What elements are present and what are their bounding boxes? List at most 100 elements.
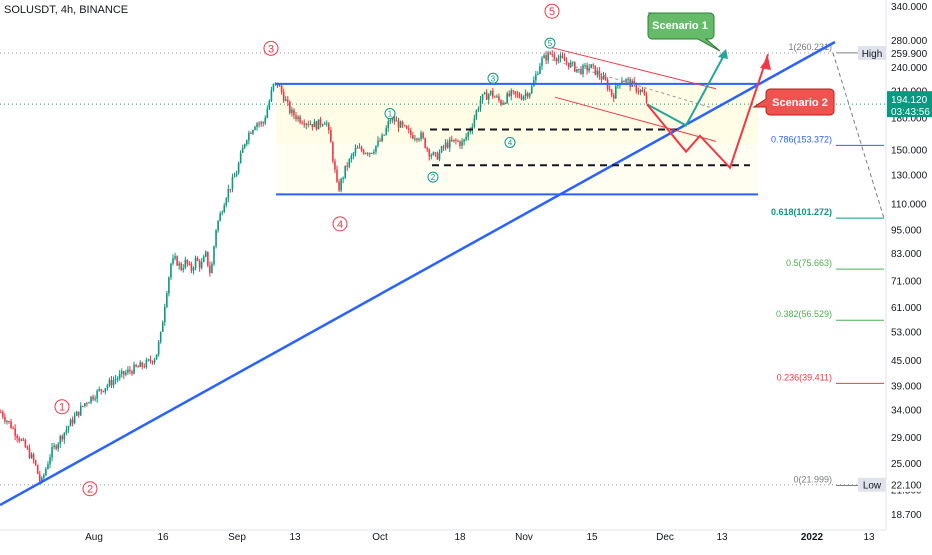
fib-level-label: 0.786(153.372) (771, 134, 832, 144)
candle-body (20, 439, 23, 441)
candle-body (496, 96, 498, 98)
candle-body (442, 146, 445, 148)
candle-body (389, 119, 392, 122)
candle-body (90, 396, 92, 403)
candle-body (114, 379, 117, 381)
candle-body (412, 135, 414, 139)
candle-body (176, 256, 178, 266)
candle-body (200, 261, 203, 268)
candle-body (59, 435, 62, 444)
y-tick-label: 340.000 (891, 2, 928, 13)
candle-body (248, 132, 250, 141)
candle-body (574, 62, 576, 72)
wave-label-text: 2 (87, 484, 93, 496)
candle-body (500, 100, 502, 105)
candle-body (34, 460, 37, 465)
candle-body (522, 96, 525, 100)
candle-body (149, 359, 152, 362)
candle-body (512, 90, 515, 92)
candle-body (272, 83, 275, 90)
current-price-tag-bg (887, 91, 932, 118)
x-tick-label: Nov (515, 532, 533, 543)
candle-body (305, 123, 308, 126)
candle-body (57, 443, 59, 449)
candle-body (381, 135, 383, 142)
candle-body (438, 152, 441, 160)
candle-body (315, 121, 318, 130)
candle-body (494, 96, 496, 98)
candle-body (535, 74, 537, 81)
candle-body (451, 139, 453, 142)
candle-body (98, 389, 100, 391)
y-tick-label: 34.000 (891, 405, 922, 416)
candle-body (481, 94, 484, 101)
candle-body (434, 152, 437, 154)
candle-body (537, 73, 539, 75)
candle-body (498, 96, 500, 101)
fib-level-label: 0.382(56.529) (776, 309, 832, 319)
candle-body (637, 91, 640, 93)
candle-body (344, 165, 346, 178)
candle-body (625, 79, 627, 82)
candle-body (467, 132, 469, 137)
candle-body (10, 421, 12, 429)
candle-body (549, 52, 551, 54)
candle-body (147, 359, 150, 361)
candle-body (231, 177, 234, 189)
candle-body (543, 55, 545, 59)
candle-body (469, 130, 472, 133)
candle-body (313, 121, 316, 128)
candle-body (256, 123, 258, 128)
wave-label-text: 1 (59, 402, 65, 414)
candle-body (489, 90, 492, 95)
candle-body (278, 85, 281, 87)
candle-body (289, 101, 291, 113)
wave-label-text: 1 (388, 110, 393, 119)
candle-body (168, 277, 170, 294)
candle-body (71, 419, 74, 424)
candle-body (403, 125, 406, 127)
fib-level-label: 1(260.231) (788, 42, 832, 52)
candle-body (350, 155, 353, 160)
candle-body (526, 93, 529, 97)
candle-body (362, 150, 365, 154)
candle-body (358, 147, 361, 149)
candle-body (102, 390, 105, 392)
candle-body (510, 90, 513, 97)
candle-body (541, 58, 543, 66)
candle-body (383, 134, 385, 136)
candle-body (457, 140, 459, 142)
candle-body (86, 403, 88, 405)
wave-label-text: 5 (548, 39, 553, 48)
candle-body (590, 64, 592, 69)
candle-body (8, 421, 10, 423)
candle-body (104, 388, 107, 392)
candle-body (602, 76, 605, 80)
scenario-1-callout (647, 12, 721, 52)
candle-body (436, 153, 439, 160)
candle-body (366, 153, 369, 155)
candle-body (198, 260, 201, 268)
wave-label-circle (82, 481, 98, 497)
candle-body (84, 403, 86, 406)
scenario-2-label: Scenario 2 (772, 97, 828, 109)
x-tick-label: 13 (289, 532, 301, 543)
candle-body (282, 92, 285, 101)
candle-body (506, 93, 508, 104)
candle-body (311, 124, 314, 128)
candle-body (346, 165, 349, 167)
scenario-1-path (646, 51, 727, 127)
high-tag-bg (858, 46, 886, 61)
candle-body (426, 147, 428, 150)
candle-body (387, 121, 390, 129)
candle-body (448, 139, 451, 148)
candle-body (360, 147, 363, 151)
candle-body (287, 99, 289, 102)
candle-body (323, 123, 326, 125)
x-tick-label: Sep (228, 532, 246, 543)
candle-body (155, 354, 158, 360)
candle-body (123, 371, 125, 375)
candle-body (338, 181, 340, 191)
